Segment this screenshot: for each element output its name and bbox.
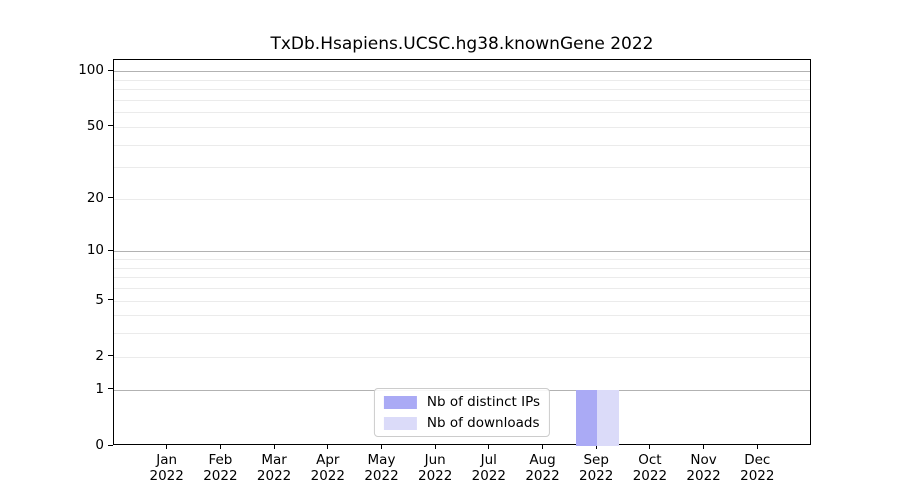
x-tick-mark: [649, 445, 651, 449]
x-tick-mark: [595, 445, 597, 449]
y-tick-label: 50: [86, 117, 104, 134]
legend-label-downloads: Nb of downloads: [426, 415, 540, 431]
gridline: [114, 126, 810, 128]
gridline: [114, 79, 810, 81]
x-tick-mark: [327, 445, 329, 449]
legend-item-downloads: Nb of downloads: [383, 415, 540, 431]
gridline: [114, 167, 810, 169]
x-tick-label: Feb 2022: [203, 452, 238, 484]
gridline: [114, 99, 810, 101]
x-tick-label: Dec 2022: [740, 452, 775, 484]
x-tick-mark: [542, 445, 543, 449]
x-tick-mark: [273, 445, 275, 449]
y-tick-mark: [108, 249, 113, 251]
y-tick-mark: [108, 69, 113, 71]
x-tick-label: Jan 2022: [149, 452, 184, 484]
gridline: [114, 198, 810, 200]
bar-downloads: [597, 389, 619, 446]
gridline: [114, 277, 810, 279]
x-tick-mark: [434, 445, 436, 449]
y-tick-mark: [108, 197, 113, 199]
plot-area: Nb of distinct IPs Nb of downloads: [113, 59, 811, 446]
legend: Nb of distinct IPs Nb of downloads: [373, 388, 551, 437]
x-tick-mark: [703, 445, 705, 449]
y-tick-label: 0: [95, 437, 104, 453]
gridline: [114, 356, 810, 358]
gridline: [114, 89, 810, 91]
x-tick-label: May 2022: [364, 452, 399, 484]
gridline: [114, 251, 810, 253]
gridline: [114, 267, 810, 269]
y-tick-label: 100: [78, 62, 104, 79]
x-tick-mark: [756, 445, 758, 449]
x-tick-label: Apr 2022: [310, 452, 345, 484]
y-tick-mark: [108, 125, 113, 127]
x-tick-mark: [381, 445, 382, 449]
chart-title: TxDb.Hsapiens.UCSC.hg38.knownGene 2022: [270, 34, 654, 54]
y-tick-mark: [108, 444, 113, 446]
x-tick-label: Aug 2022: [525, 452, 560, 484]
legend-label-distinct-ips: Nb of distinct IPs: [426, 394, 541, 410]
x-tick-label: Nov 2022: [686, 452, 721, 484]
x-tick-mark: [488, 445, 490, 449]
x-tick-label: Jul 2022: [471, 452, 506, 484]
legend-swatch-distinct-ips: [383, 395, 417, 409]
gridline: [114, 259, 810, 260]
y-tick-label: 10: [86, 242, 104, 259]
gridline: [114, 112, 810, 114]
x-tick-mark: [166, 445, 168, 449]
y-tick-mark: [108, 388, 113, 390]
x-tick-label: Oct 2022: [632, 452, 668, 484]
bar-distinct-ips: [575, 389, 598, 446]
x-tick-label: Sep 2022: [579, 452, 614, 484]
gridline: [114, 144, 810, 146]
gridline: [114, 315, 810, 317]
x-tick-label: Jun 2022: [418, 452, 453, 484]
x-tick-label: Mar 2022: [256, 452, 292, 484]
y-tick-mark: [108, 355, 113, 357]
x-tick-mark: [219, 445, 221, 449]
gridline: [114, 71, 810, 73]
y-tick-label: 1: [95, 380, 104, 397]
y-tick-label: 20: [86, 189, 104, 206]
y-tick-label: 5: [95, 291, 104, 308]
gridline: [114, 333, 810, 335]
y-tick-mark: [108, 299, 113, 300]
gridline: [114, 288, 810, 289]
y-tick-label: 2: [95, 347, 104, 364]
gridline: [114, 300, 810, 302]
legend-swatch-downloads: [383, 416, 417, 430]
legend-item-distinct-ips: Nb of distinct IPs: [383, 394, 541, 410]
